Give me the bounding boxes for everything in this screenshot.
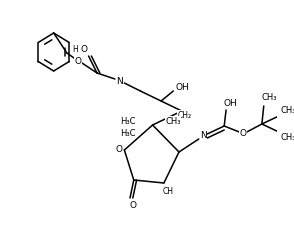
Text: O: O	[115, 145, 122, 154]
Text: H₃C: H₃C	[120, 117, 136, 125]
Text: O: O	[240, 129, 247, 138]
Text: CH₃: CH₃	[280, 133, 294, 142]
Text: O: O	[75, 56, 82, 66]
Text: OH: OH	[224, 98, 238, 107]
Text: CH: CH	[162, 187, 173, 196]
Text: CH₃: CH₃	[280, 106, 294, 114]
Text: H: H	[73, 44, 78, 54]
Text: N: N	[116, 77, 123, 86]
Text: OH: OH	[176, 82, 190, 91]
Text: CH₃: CH₃	[166, 117, 181, 125]
Text: H₃C: H₃C	[120, 129, 136, 137]
Text: O: O	[80, 44, 87, 54]
Text: N: N	[200, 132, 207, 141]
Text: CH₃: CH₃	[262, 94, 277, 102]
Text: CH₂: CH₂	[178, 110, 192, 120]
Text: O: O	[129, 201, 136, 211]
